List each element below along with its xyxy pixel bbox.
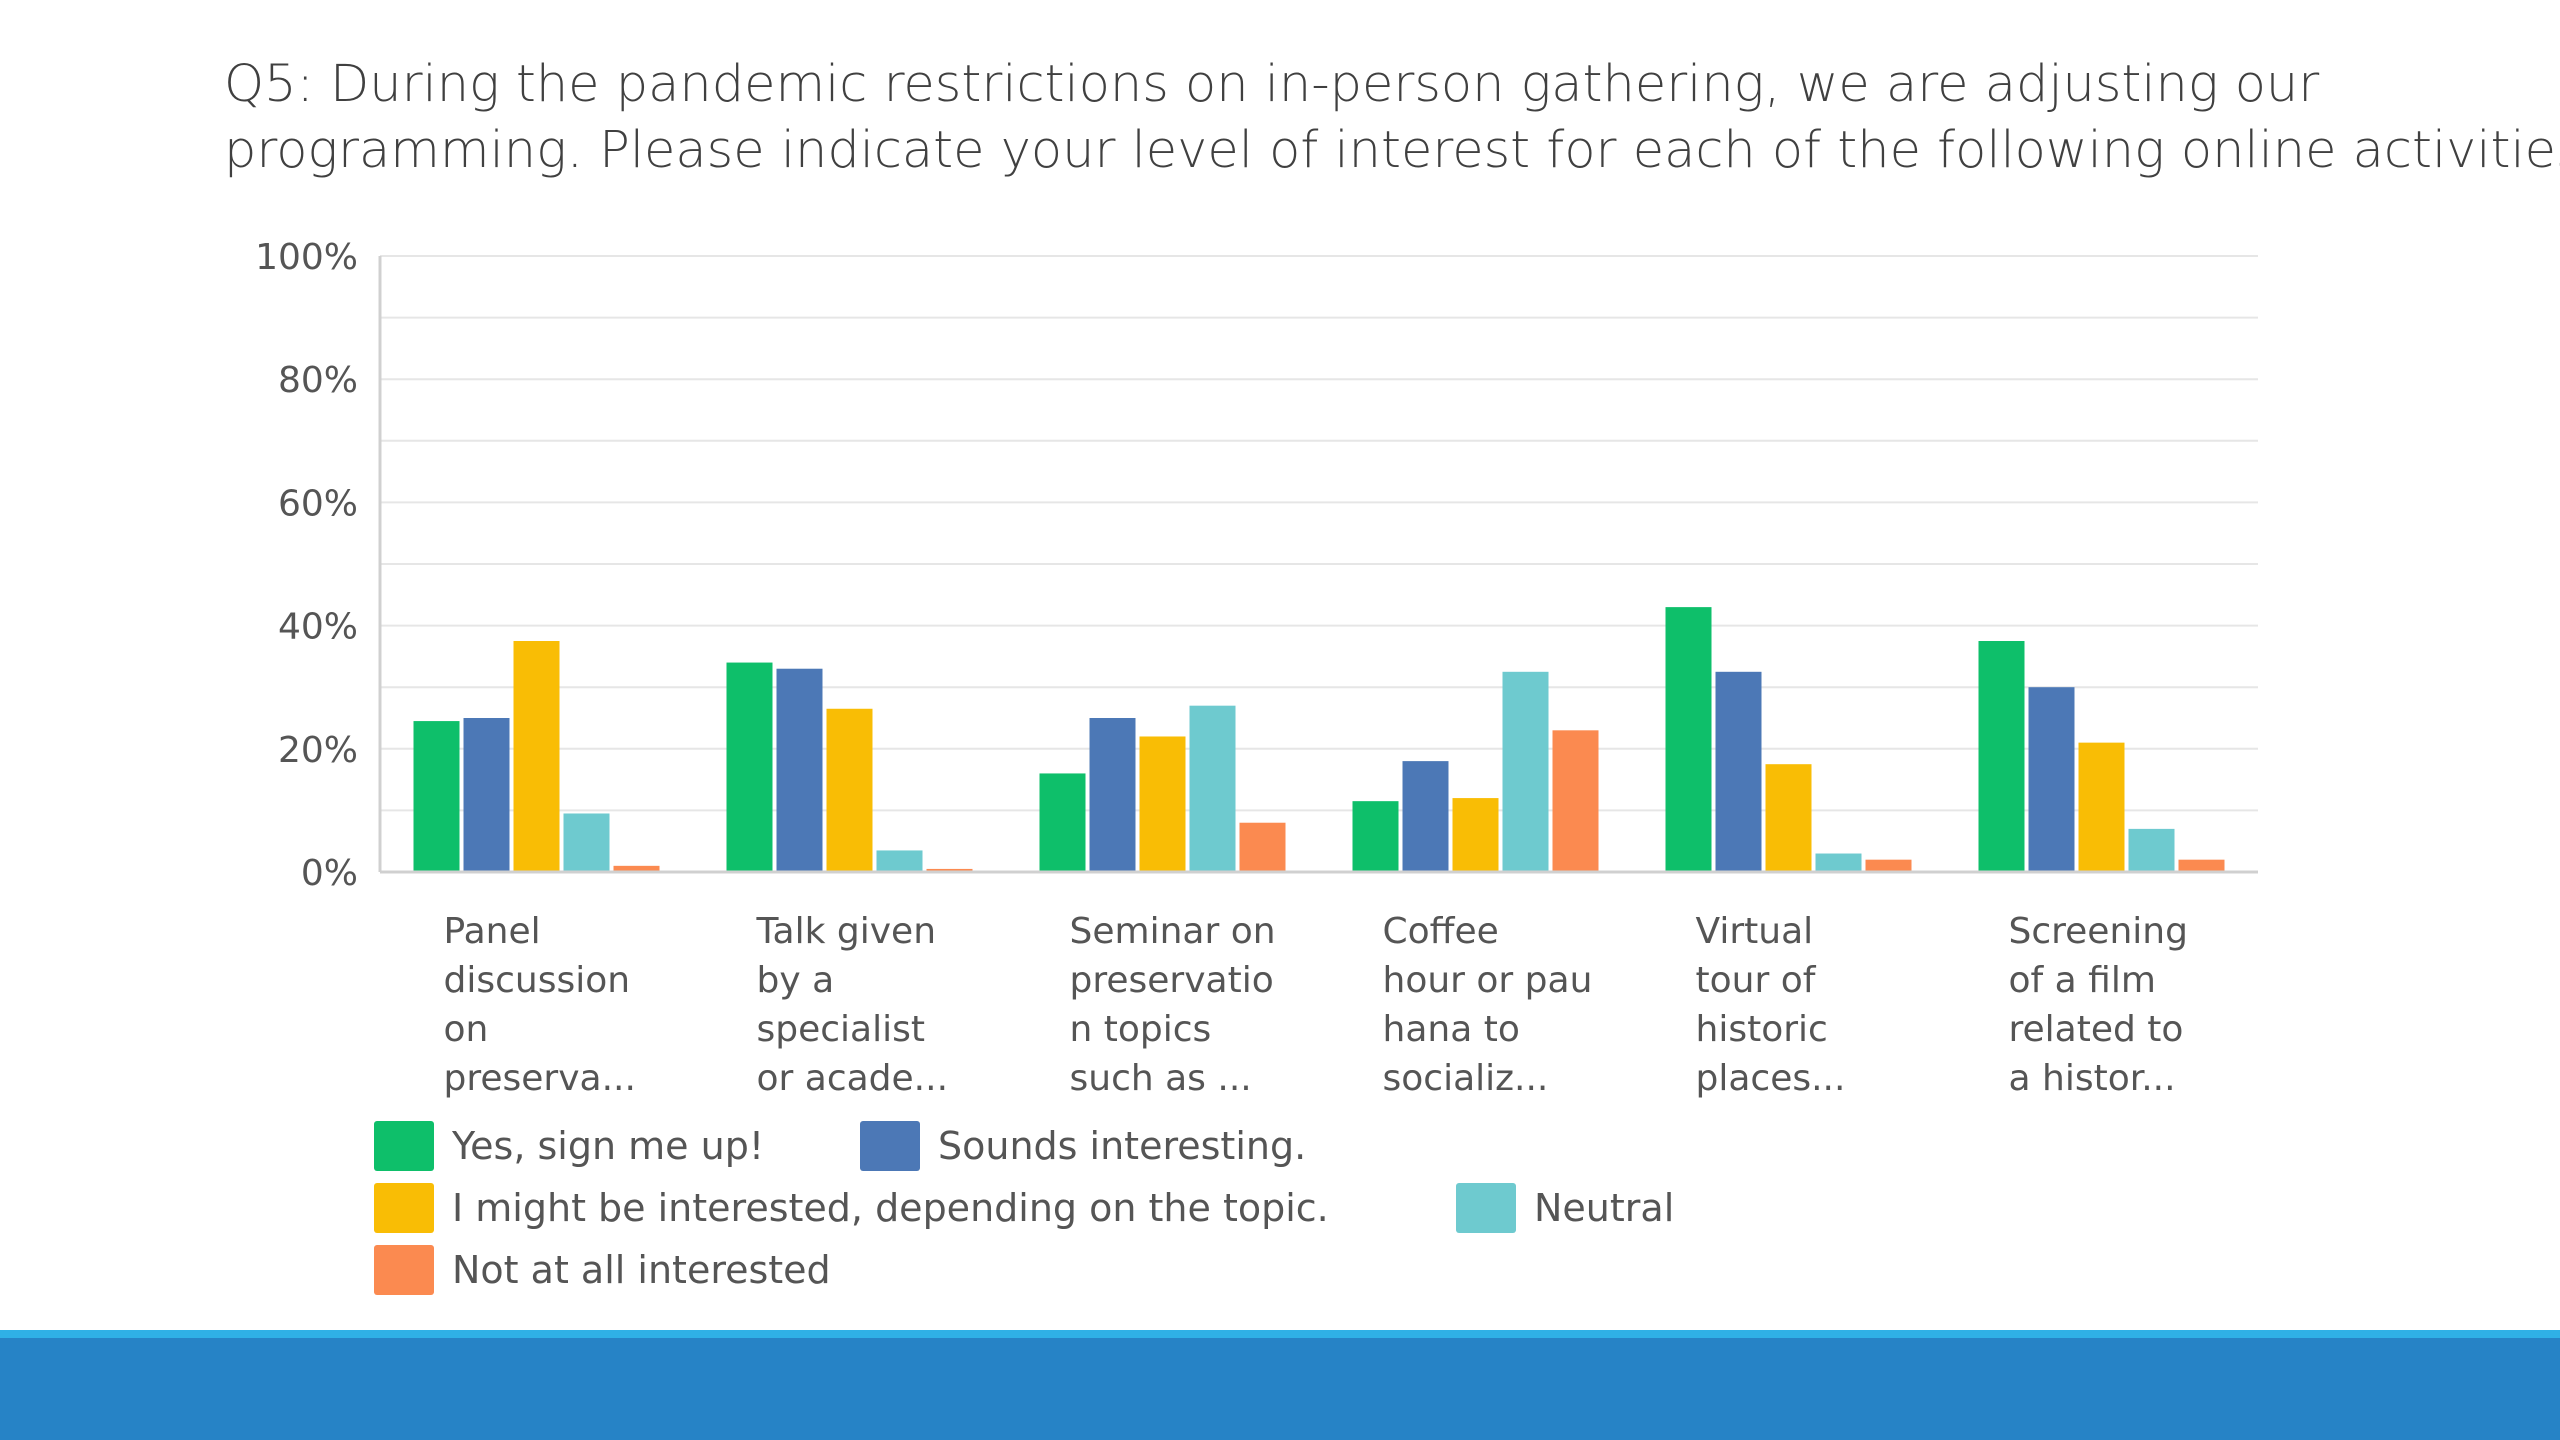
title-line-1: Q5: During the pandemic restrictions on …	[224, 55, 2320, 114]
x-tick-label: such as ...	[1070, 1058, 1252, 1099]
footer-accent-line	[0, 1330, 2560, 1338]
x-tick-label: by a	[757, 960, 835, 1001]
bar	[1502, 671, 1549, 872]
y-tick-label: 100%	[255, 237, 358, 278]
bar	[1552, 730, 1599, 872]
bar	[926, 868, 973, 872]
bar	[1089, 718, 1136, 872]
legend-item-sounds: Sounds interesting.	[860, 1118, 1306, 1174]
legend-item-not: Not at all interested	[374, 1242, 831, 1298]
legend-item-neutral: Neutral	[1456, 1180, 1674, 1236]
legend-label-sounds: Sounds interesting.	[938, 1124, 1307, 1168]
x-tick-label: n topics	[1070, 1009, 1212, 1050]
x-tick-label: Panel	[444, 911, 541, 952]
bar	[1815, 853, 1862, 872]
x-tick-label: Talk given	[756, 911, 937, 952]
bar	[413, 721, 460, 872]
legend-swatch-sounds	[860, 1121, 920, 1171]
bar	[1139, 736, 1186, 872]
legend-swatch-might	[374, 1183, 434, 1233]
bar	[1352, 801, 1399, 872]
bar	[726, 662, 773, 872]
y-tick-label: 60%	[278, 483, 358, 524]
bar	[2178, 859, 2225, 872]
bar	[2028, 687, 2075, 872]
bar	[2078, 742, 2125, 872]
x-tick-label: a histor...	[2009, 1058, 2176, 1099]
x-tick-label: historic	[1696, 1009, 1828, 1050]
bar	[1865, 859, 1912, 872]
bar-chart: 0% 20% 40% 60% 80% 100% Panel discussion on pres…	[255, 237, 2258, 1099]
x-tick-label: hana to	[1383, 1009, 1520, 1050]
bar	[776, 668, 823, 872]
y-tick-label: 0%	[301, 853, 358, 894]
bar	[563, 813, 610, 872]
legend-label-yes: Yes, sign me up!	[452, 1124, 765, 1168]
bar	[1715, 671, 1762, 872]
x-tick-label: Virtual	[1696, 911, 1814, 952]
x-tick-label: hour or pau	[1383, 960, 1593, 1001]
bar	[1665, 607, 1712, 872]
bar	[1978, 641, 2025, 872]
legend-label-might: I might be interested, depending on the …	[452, 1186, 1329, 1230]
legend-label-not: Not at all interested	[452, 1248, 831, 1292]
x-tick-label: Seminar on	[1070, 911, 1276, 952]
legend-swatch-yes	[374, 1121, 434, 1171]
bar	[876, 850, 923, 872]
bar	[1239, 822, 1286, 872]
bar	[513, 641, 560, 872]
x-tick-label: related to	[2009, 1009, 2184, 1050]
y-tick-label: 80%	[278, 360, 358, 401]
x-tick-label: places...	[1696, 1058, 1846, 1099]
bar	[1765, 764, 1812, 872]
bar	[1452, 798, 1499, 872]
x-tick-label: or acade...	[757, 1058, 949, 1099]
bar	[1402, 761, 1449, 872]
x-tick-label: Screening	[2009, 911, 2188, 952]
bar	[2128, 828, 2175, 872]
bar	[1039, 773, 1086, 872]
x-tick-label: socializ...	[1383, 1058, 1549, 1099]
y-axis-ticks: 0% 20% 40% 60% 80% 100%	[255, 237, 358, 894]
y-tick-label: 40%	[278, 607, 358, 648]
legend-item-yes: Yes, sign me up!	[374, 1118, 764, 1174]
bar	[1189, 705, 1236, 872]
x-tick-label: of a film	[2009, 960, 2156, 1001]
title-line-2: programming. Please indicate your level …	[224, 121, 2560, 180]
slide-title: Q5: During the pandemic restrictions on …	[224, 52, 2560, 184]
bar	[826, 708, 873, 872]
legend-item-might: I might be interested, depending on the …	[374, 1180, 1329, 1236]
x-axis-labels: Panel discussion on preserva... Talk given by…	[444, 911, 2188, 1099]
legend-swatch-not	[374, 1245, 434, 1295]
bar	[463, 718, 510, 872]
x-tick-label: specialist	[757, 1009, 926, 1050]
footer-band	[0, 1338, 2560, 1440]
y-tick-label: 20%	[278, 730, 358, 771]
bars	[413, 607, 2225, 872]
bar	[613, 865, 660, 872]
grid-lines	[380, 255, 2258, 812]
x-tick-label: tour of	[1696, 960, 1817, 1001]
legend-swatch-neutral	[1456, 1183, 1516, 1233]
legend-label-neutral: Neutral	[1534, 1186, 1675, 1230]
x-tick-label: on	[444, 1009, 489, 1050]
x-tick-label: discussion	[444, 960, 631, 1001]
x-tick-label: preservatio	[1070, 960, 1274, 1001]
x-tick-label: preserva...	[444, 1058, 636, 1099]
x-tick-label: Coffee	[1383, 911, 1499, 952]
